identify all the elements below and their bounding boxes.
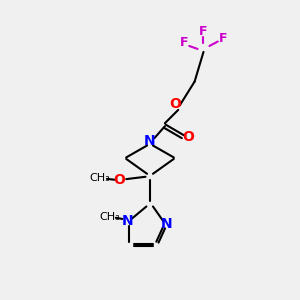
Text: CH₃: CH₃: [100, 212, 120, 222]
Text: F: F: [219, 32, 227, 45]
Text: O: O: [183, 130, 195, 144]
Text: O: O: [113, 173, 125, 187]
Text: CH₃: CH₃: [89, 173, 110, 183]
Text: F: F: [199, 25, 208, 38]
Text: N: N: [144, 134, 156, 148]
Text: O: O: [169, 97, 181, 111]
Text: N: N: [160, 217, 172, 231]
Text: F: F: [180, 37, 188, 50]
Text: N: N: [122, 214, 134, 228]
